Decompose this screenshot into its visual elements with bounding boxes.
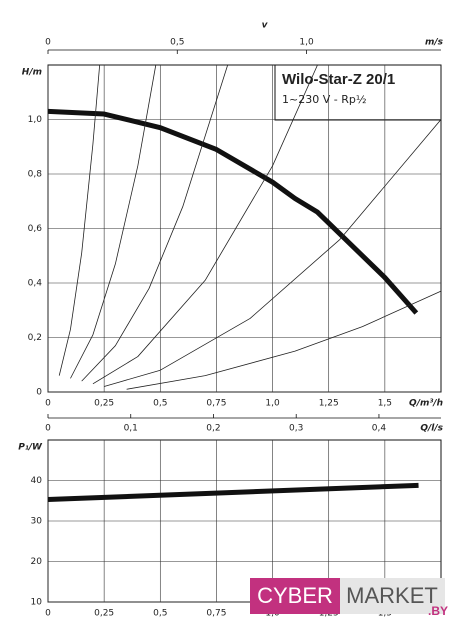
title-box: [274, 64, 442, 121]
y-tick-label: 0: [36, 388, 42, 398]
curve: [92, 64, 318, 385]
curve: [58, 64, 101, 376]
y-tick-label: 0,4: [28, 279, 43, 289]
y-tick-label: 0,2: [28, 333, 42, 343]
secondary-tick-label: 1,0: [299, 38, 314, 48]
secondary-axis-label: Q/l/s: [420, 424, 443, 434]
secondary-tick-label: 0,1: [124, 424, 138, 434]
curve: [47, 482, 419, 503]
secondary-axis-name: v: [262, 21, 269, 31]
wm-box: [250, 578, 340, 614]
x-tick-label: 0: [45, 399, 51, 409]
secondary-tick-label: 0,2: [206, 424, 220, 434]
x-tick-label: 0,25: [94, 609, 114, 619]
x-tick-label: 0: [45, 609, 51, 619]
x-tick-label: 1,0: [265, 399, 280, 409]
y-axis-label: P₁/W: [18, 443, 43, 453]
secondary-tick-label: 0,4: [372, 424, 387, 434]
secondary-tick-label: 0,3: [289, 424, 303, 434]
x-tick-label: 0,75: [206, 399, 226, 409]
secondary-axis-label: m/s: [425, 38, 444, 48]
y-tick-label: 0,6: [28, 224, 43, 234]
secondary-tick-label: 0: [45, 38, 51, 48]
y-tick-label: 0,8: [28, 170, 43, 180]
curve: [47, 108, 419, 315]
y-tick-label: 40: [31, 476, 43, 486]
x-tick-label: 0,25: [94, 399, 114, 409]
curve: [104, 119, 442, 387]
watermark: CYBER MARKET .BY: [250, 578, 448, 618]
secondary-tick-label: 0,5: [170, 38, 184, 48]
x-axis-label: Q/m³/h: [409, 399, 443, 409]
x-tick-label: 0,5: [153, 609, 167, 619]
y-tick-label: 20: [31, 557, 43, 567]
secondary-tick-label: 0: [45, 424, 51, 434]
wm-text: MARKET: [346, 583, 438, 608]
chart-subtitle: 1~230 V - Rp½: [282, 93, 366, 106]
chart-title: Wilo-Star-Z 20/1: [282, 71, 395, 88]
x-tick-label: 0,5: [153, 399, 167, 409]
wm-text: .BY: [428, 604, 448, 618]
y-axis-label: H/m: [22, 68, 42, 78]
y-tick-label: 10: [31, 598, 43, 608]
wm-text: CYBER: [257, 583, 333, 608]
y-tick-label: 30: [31, 517, 43, 527]
x-tick-label: 0,75: [206, 609, 226, 619]
x-tick-label: 1,5: [378, 399, 392, 409]
x-tick-label: 1,25: [319, 399, 339, 409]
y-tick-label: 1,0: [28, 115, 43, 125]
curve: [81, 64, 229, 382]
wm-box: [340, 578, 445, 614]
curve: [70, 64, 157, 379]
curve: [126, 290, 442, 390]
